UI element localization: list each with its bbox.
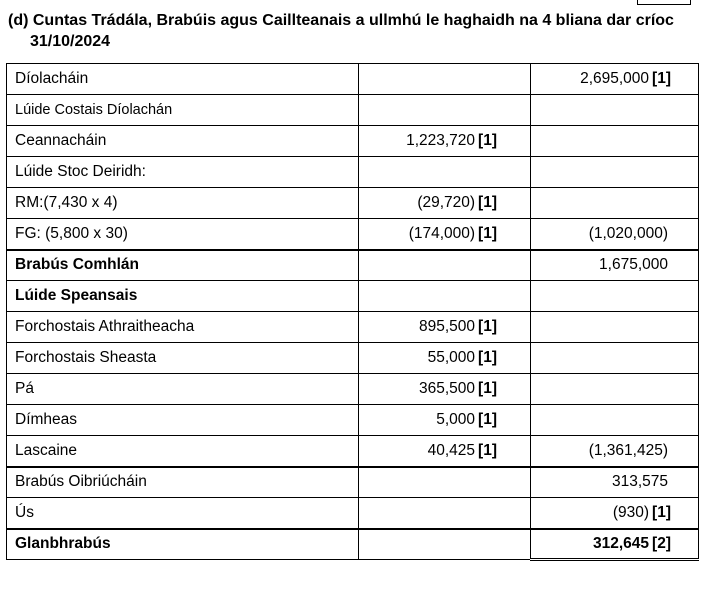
col2-value: 55,000 <box>427 349 476 366</box>
col3-cell <box>530 342 699 374</box>
table-row: Forchostais Sheasta 55,000 [1] <box>6 342 699 374</box>
row-label: Dímheas <box>6 404 359 436</box>
col3-cell <box>530 125 699 157</box>
table-row: Forchostais Athraitheacha 895,500 [1] <box>6 311 699 343</box>
table-row: Lúide Stoc Deiridh: <box>6 156 699 188</box>
col3-cell: (1,361,425) <box>530 435 699 468</box>
table-row: Lúide Speansais <box>6 280 699 312</box>
col2-cell: 365,500 [1] <box>358 373 531 405</box>
col2-mark: [1] <box>478 380 497 397</box>
col3-mark: [2] <box>652 534 671 552</box>
col2-cell: (174,000) [1] <box>358 218 531 251</box>
row-label: Ceannacháin <box>6 125 359 157</box>
col3-cell <box>530 94 699 126</box>
row-label: Ús <box>6 497 359 529</box>
col3-cell <box>530 156 699 188</box>
row-label: Díolacháin <box>6 63 359 95</box>
col3-cell <box>530 280 699 312</box>
row-label: RM:(7,430 x 4) <box>6 187 359 219</box>
col3-cell: (1,020,000) <box>530 218 699 251</box>
col2-cell <box>358 466 531 498</box>
heading-line-1: (d) Cuntas Trádála, Brabúis agus Caillte… <box>8 12 674 29</box>
table-row: Díolacháin 2,695,000 [1] <box>6 63 699 95</box>
col3-mark: [1] <box>652 70 671 87</box>
col3-cell: 1,675,000 <box>530 249 699 281</box>
col2-mark: [1] <box>478 194 497 211</box>
col3-value: (930) <box>612 503 650 521</box>
col2-cell <box>358 156 531 188</box>
col2-cell: (29,720) [1] <box>358 187 531 219</box>
table-row: Pá 365,500 [1] <box>6 373 699 405</box>
row-label: Pá <box>6 373 359 405</box>
col2-cell: 895,500 [1] <box>358 311 531 343</box>
col2-value: 40,425 <box>427 441 476 459</box>
col2-mark: [1] <box>478 349 497 366</box>
col3-value: (1,020,000) <box>588 224 668 242</box>
col3-cell: 2,695,000 [1] <box>530 63 699 95</box>
table-row: Ceannacháin 1,223,720 [1] <box>6 125 699 157</box>
col2-cell <box>358 527 531 560</box>
col2-value: (29,720) <box>417 194 476 211</box>
page-heading: (d) Cuntas Trádála, Brabúis agus Caillte… <box>8 10 698 52</box>
row-label: Lúide Speansais <box>6 280 359 312</box>
col3-value: 1,675,000 <box>599 256 668 274</box>
col2-value: (174,000) <box>408 224 476 242</box>
row-label: Forchostais Athraitheacha <box>6 311 359 343</box>
table-row: Glanbhrabús 312,645 [2] <box>6 527 699 561</box>
col2-cell <box>358 63 531 95</box>
col2-cell: 55,000 [1] <box>358 342 531 374</box>
row-label: Forchostais Sheasta <box>6 342 359 374</box>
table-row: Lascaine 40,425 [1] (1,361,425) <box>6 435 699 468</box>
col2-mark: [1] <box>478 318 497 335</box>
heading-line-2: 31/10/2024 <box>30 33 111 50</box>
col2-value: 1,223,720 <box>406 132 476 149</box>
col3-cell <box>530 404 699 436</box>
col3-cell: (930) [1] <box>530 497 699 529</box>
col3-cell: 312,645 [2] <box>530 527 699 561</box>
col2-mark: [1] <box>478 441 497 459</box>
row-label: Lúide Costais Díolachán <box>6 94 359 126</box>
col2-mark: [1] <box>478 132 497 149</box>
col2-cell <box>358 280 531 312</box>
col3-value: 313,575 <box>611 473 668 491</box>
col3-value: 2,695,000 <box>580 70 650 87</box>
table-row: Ús (930) [1] <box>6 497 699 529</box>
row-label: FG: (5,800 x 30) <box>6 218 359 251</box>
table-row: Dímheas 5,000 [1] <box>6 404 699 436</box>
trading-account-table: Díolacháin 2,695,000 [1] Lúide Costais Dí… <box>6 63 699 561</box>
col2-value: 5,000 <box>436 411 476 428</box>
col2-cell: 40,425 [1] <box>358 435 531 468</box>
row-label: Lúide Stoc Deiridh: <box>6 156 359 188</box>
col2-mark: [1] <box>478 224 497 242</box>
col3-cell <box>530 187 699 219</box>
col2-cell: 1,223,720 [1] <box>358 125 531 157</box>
row-label: Glanbhrabús <box>6 527 359 560</box>
col3-mark: [1] <box>652 503 671 521</box>
col2-value: 895,500 <box>419 318 476 335</box>
table-row: Brabús Oibriúcháin 313,575 <box>6 466 699 498</box>
row-label: Brabús Oibriúcháin <box>6 466 359 498</box>
col2-value: 365,500 <box>419 380 476 397</box>
col3-value: 312,645 <box>593 534 650 552</box>
table-row: RM:(7,430 x 4) (29,720) [1] <box>6 187 699 219</box>
col3-cell <box>530 373 699 405</box>
table-row: FG: (5,800 x 30) (174,000) [1] (1,020,000… <box>6 218 699 251</box>
col3-cell <box>530 311 699 343</box>
col2-cell <box>358 249 531 281</box>
table-row: Lúide Costais Díolachán <box>6 94 699 126</box>
top-right-box <box>637 0 691 5</box>
col2-cell: 5,000 [1] <box>358 404 531 436</box>
col3-value: (1,361,425) <box>588 441 668 459</box>
col2-cell <box>358 94 531 126</box>
col2-cell <box>358 497 531 529</box>
row-label: Brabús Comhlán <box>6 249 359 281</box>
col3-cell: 313,575 <box>530 466 699 498</box>
col2-mark: [1] <box>478 411 497 428</box>
table-row: Brabús Comhlán 1,675,000 <box>6 249 699 281</box>
row-label: Lascaine <box>6 435 359 468</box>
